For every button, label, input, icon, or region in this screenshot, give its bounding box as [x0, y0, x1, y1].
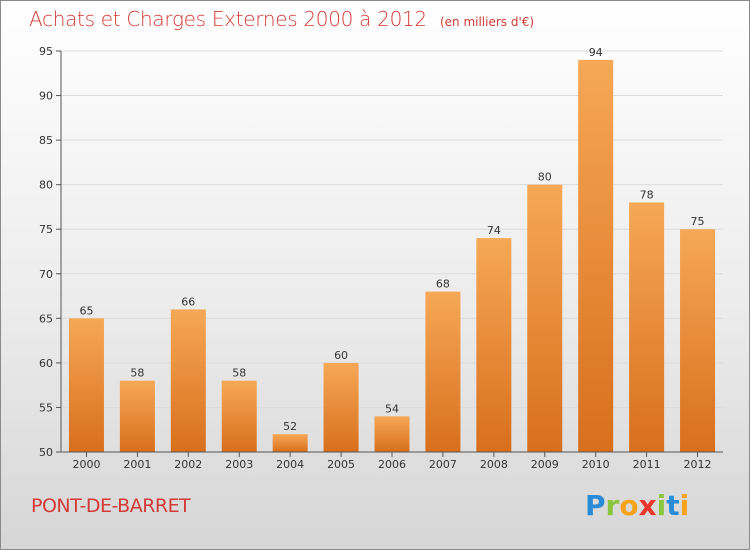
y-tick-label: 80	[39, 179, 53, 192]
x-tick-label: 2012	[684, 458, 712, 471]
y-tick-label: 55	[39, 401, 53, 414]
bar-value-label: 94	[589, 46, 603, 59]
bar-2012	[680, 229, 716, 452]
y-tick-label: 60	[39, 357, 53, 370]
logo-letter: P	[585, 489, 606, 522]
logo-letter: r	[605, 489, 620, 522]
x-tick-label: 2002	[174, 458, 202, 471]
bar-2011	[629, 202, 665, 452]
bar-value-label: 74	[487, 224, 501, 237]
bar-value-label: 80	[538, 171, 552, 184]
y-tick-label: 70	[39, 268, 53, 281]
commune-name: PONT-DE-BARRET	[31, 495, 191, 517]
bar-2010	[578, 59, 614, 453]
bars: 65 58 66 58 52 60 54 68 74 80 94 78 75	[68, 46, 716, 453]
proxiti-logo: Proxiti	[585, 489, 689, 522]
bar-2008	[476, 238, 512, 452]
x-tick-label: 2010	[582, 458, 610, 471]
bar-value-label: 58	[130, 367, 144, 380]
bar-2009	[527, 184, 563, 452]
x-tick-label: 2005	[327, 458, 355, 471]
chart-title: Achats et Charges Externes 2000 à 2012 (…	[29, 7, 534, 31]
logo-letter: o	[619, 489, 639, 522]
bar-2007	[425, 291, 461, 452]
grid-lines	[61, 50, 723, 408]
chart-unit-note: (en milliers d'€)	[439, 15, 535, 29]
logo-letter: i	[679, 489, 690, 522]
x-tick-label: 2001	[123, 458, 151, 471]
y-tick-label: 90	[39, 90, 53, 103]
bar-value-label: 78	[640, 188, 654, 201]
bar-value-label: 75	[691, 215, 705, 228]
bar-2004	[272, 434, 308, 452]
bar-2005	[323, 362, 359, 452]
x-tick-label: 2007	[429, 458, 457, 471]
y-tick-label: 85	[39, 134, 53, 147]
bar-2006	[374, 416, 410, 452]
bar-2002	[170, 309, 206, 452]
x-tick-label: 2006	[378, 458, 406, 471]
bar-2000	[68, 318, 104, 452]
y-tick-label: 50	[39, 446, 53, 459]
x-tick-label: 2000	[72, 458, 100, 471]
x-tick-label: 2008	[480, 458, 508, 471]
y-tick-label: 95	[39, 45, 53, 58]
bar-value-label: 68	[436, 278, 450, 291]
x-tick-label: 2009	[531, 458, 559, 471]
bar-2001	[119, 380, 155, 452]
logo-letter: t	[666, 489, 680, 522]
y-tick-label: 75	[39, 223, 53, 236]
x-tick-label: 2004	[276, 458, 304, 471]
chart-title-main: Achats et Charges Externes 2000 à 2012	[29, 7, 427, 31]
logo-letter: x	[638, 489, 657, 522]
bar-value-label: 58	[232, 367, 246, 380]
bar-value-label: 54	[385, 402, 399, 415]
logo-letter: i	[656, 489, 667, 522]
bar-value-label: 66	[181, 295, 195, 308]
bar-value-label: 65	[79, 304, 93, 317]
x-tick-label: 2011	[633, 458, 661, 471]
bar-value-label: 60	[334, 349, 348, 362]
y-tick-label: 65	[39, 312, 53, 325]
x-tick-label: 2003	[225, 458, 253, 471]
axes: 50 55 60 65 70 75 80 85 90 95 2000 2001 2002 2003 2004…	[39, 45, 723, 471]
bar-2003	[221, 380, 257, 452]
bar-value-label: 52	[283, 420, 297, 433]
